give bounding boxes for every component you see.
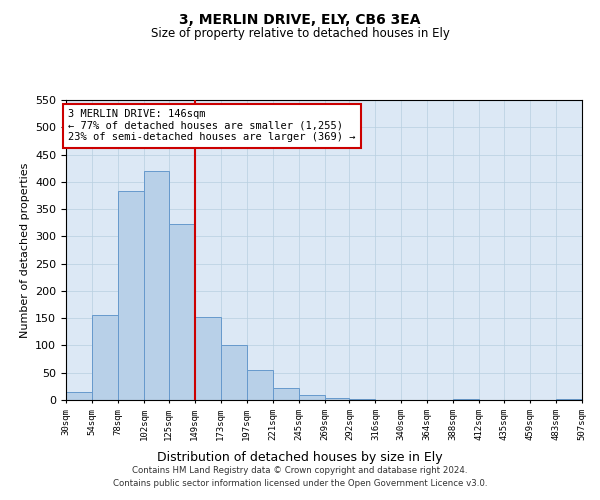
Text: 3, MERLIN DRIVE, ELY, CB6 3EA: 3, MERLIN DRIVE, ELY, CB6 3EA — [179, 12, 421, 26]
Bar — [221, 346, 247, 400]
Bar — [325, 398, 349, 400]
Bar — [247, 370, 272, 400]
Text: Contains HM Land Registry data © Crown copyright and database right 2024.
Contai: Contains HM Land Registry data © Crown c… — [113, 466, 487, 487]
Bar — [272, 388, 299, 400]
Bar — [144, 171, 169, 400]
Bar — [92, 316, 118, 400]
Y-axis label: Number of detached properties: Number of detached properties — [20, 162, 29, 338]
Text: Distribution of detached houses by size in Ely: Distribution of detached houses by size … — [157, 451, 443, 464]
Text: 3 MERLIN DRIVE: 146sqm
← 77% of detached houses are smaller (1,255)
23% of semi-: 3 MERLIN DRIVE: 146sqm ← 77% of detached… — [68, 110, 356, 142]
Bar — [195, 316, 221, 400]
Bar — [66, 392, 92, 400]
Bar — [169, 224, 195, 400]
Bar — [118, 191, 144, 400]
Text: Size of property relative to detached houses in Ely: Size of property relative to detached ho… — [151, 28, 449, 40]
Bar — [299, 394, 325, 400]
